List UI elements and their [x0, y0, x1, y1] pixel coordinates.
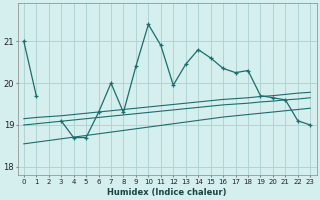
X-axis label: Humidex (Indice chaleur): Humidex (Indice chaleur) — [107, 188, 227, 197]
